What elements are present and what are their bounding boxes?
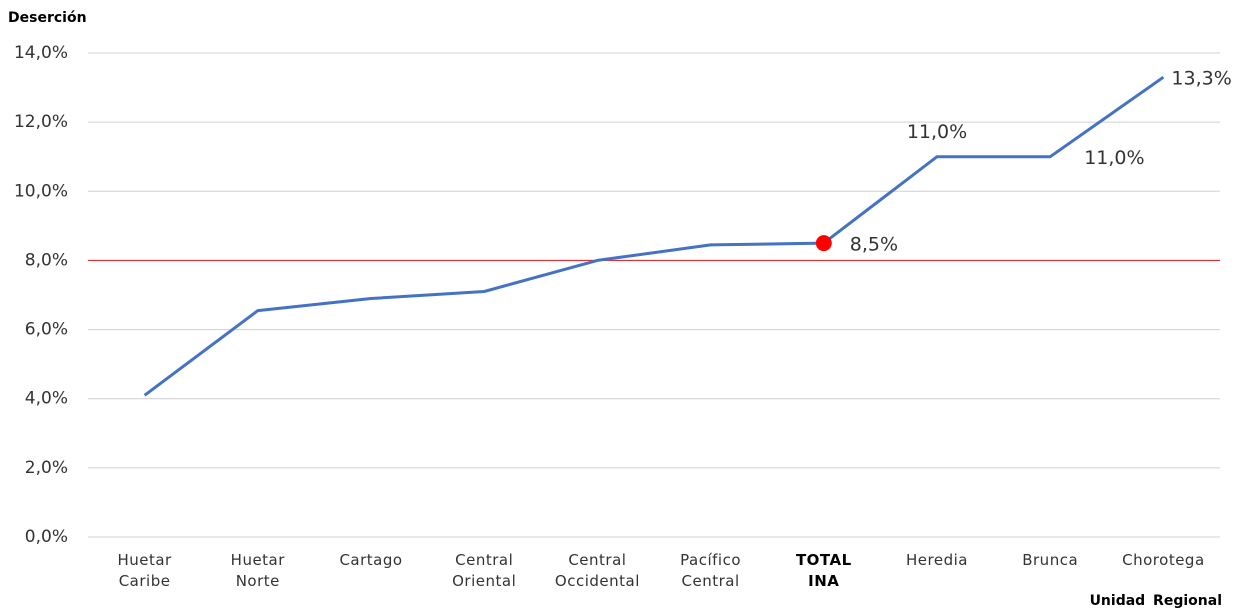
highlight-point [815, 235, 832, 252]
x-tick-label: TOTAL INA [795, 551, 852, 590]
y-tick-label: 6,0% [25, 320, 68, 340]
data-label: 11,0% [907, 121, 967, 143]
data-label: 11,0% [1084, 147, 1144, 169]
y-tick-label: 4,0% [25, 389, 68, 409]
x-tick-label: Pacífico Central [680, 551, 742, 590]
x-tick-label: Central Oriental [452, 551, 517, 590]
y-tick-label: 12,0% [14, 112, 68, 132]
y-tick-label: 14,0% [14, 43, 68, 63]
y-tick-label: 10,0% [14, 181, 68, 201]
x-tick-label: Huetar Caribe [117, 551, 172, 590]
x-tick-label: Central Occidental [554, 551, 640, 590]
y-tick-label: 2,0% [25, 458, 68, 478]
x-tick-label: Huetar Norte [230, 551, 285, 590]
x-axis-label: Unidad Regional [1090, 593, 1222, 609]
x-tick-label: Chorotega [1122, 551, 1205, 569]
data-label: 8,5% [850, 234, 898, 256]
x-tick-label: Brunca [1022, 551, 1079, 569]
x-tick-label: Cartago [339, 551, 403, 569]
chart-title: Deserción [8, 10, 87, 26]
y-tick-label: 8,0% [25, 250, 68, 270]
line-series [143, 75, 1165, 397]
x-tick-label: Heredia [906, 551, 968, 569]
data-label: 13,3% [1171, 68, 1231, 90]
y-tick-label: 0,0% [25, 527, 68, 547]
